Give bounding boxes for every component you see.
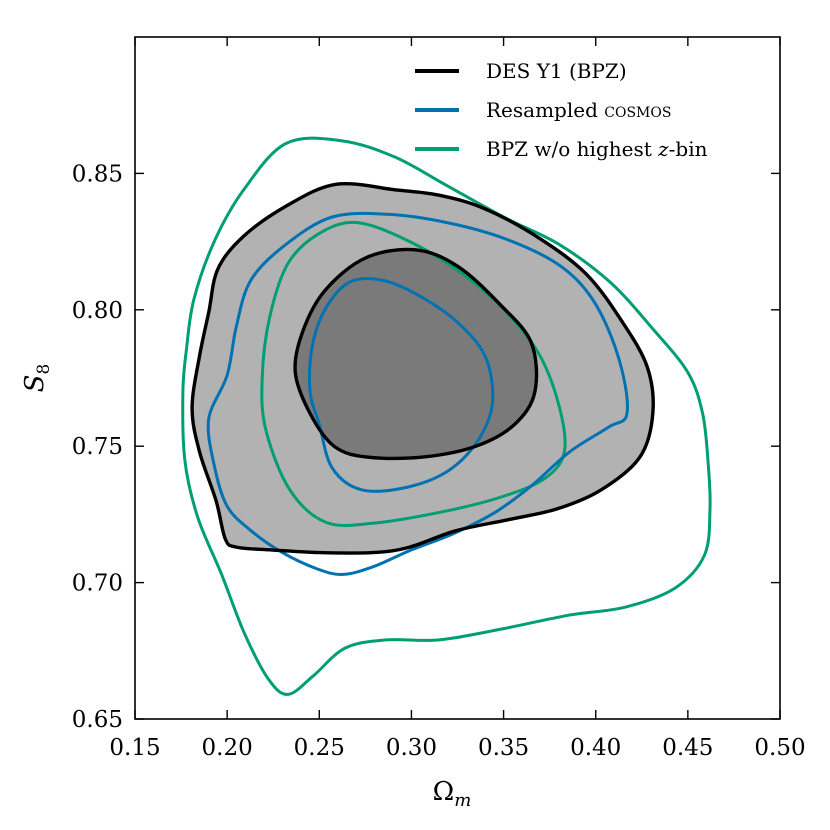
des-outer-contour bbox=[190, 181, 655, 555]
legend: DES Y1 (BPZ) Resampled cosmos BPZ w/o hi… bbox=[415, 59, 708, 161]
legend-label-cosmos-prefix: Resampled bbox=[486, 98, 604, 122]
x-tick-label: 0.25 bbox=[294, 735, 345, 761]
des-inner-contour bbox=[293, 247, 539, 461]
y-tick-label: 0.80 bbox=[72, 298, 123, 324]
axis-ticks: 0.15 0.20 0.25 0.30 0.35 0.40 0.45 0.50 0.65 0.70… bbox=[72, 37, 806, 761]
y-axis-label: S8 bbox=[20, 364, 54, 393]
svg-text:Ωm: Ωm bbox=[433, 777, 472, 811]
cosmos-outer-contour bbox=[206, 211, 629, 576]
x-tick-label: 0.15 bbox=[109, 735, 160, 761]
x-tick-label: 0.35 bbox=[478, 735, 529, 761]
legend-label-cosmos: Resampled cosmos bbox=[486, 98, 671, 122]
plot-frame bbox=[134, 36, 781, 720]
legend-label-bpz-italic: z bbox=[657, 137, 669, 161]
x-axis-label-sub: m bbox=[454, 790, 471, 811]
x-tick-label: 0.20 bbox=[202, 735, 253, 761]
x-tick-label: 0.30 bbox=[386, 735, 437, 761]
plot-area bbox=[181, 136, 712, 696]
x-axis-label-main: Ω bbox=[433, 777, 455, 807]
y-axis-label-sub: 8 bbox=[34, 364, 54, 375]
y-tick-label: 0.70 bbox=[72, 571, 123, 597]
legend-label-cosmos-sc: cosmos bbox=[604, 98, 671, 122]
cosmos-inner-contour bbox=[307, 277, 495, 493]
y-tick-label: 0.65 bbox=[72, 707, 123, 733]
des-inner-contour-fill bbox=[295, 249, 537, 459]
x-axis-label: Ωm bbox=[433, 777, 472, 811]
x-tick-label: 0.50 bbox=[754, 735, 805, 761]
legend-label-des: DES Y1 (BPZ) bbox=[486, 59, 627, 83]
svg-text:S8: S8 bbox=[20, 364, 54, 393]
x-tick-label: 0.40 bbox=[570, 735, 621, 761]
y-tick-label: 0.75 bbox=[72, 434, 123, 460]
y-tick-label: 0.85 bbox=[72, 161, 123, 187]
x-tick-label: 0.45 bbox=[662, 735, 713, 761]
legend-label-bpz-prefix: BPZ w/o highest bbox=[486, 137, 658, 161]
legend-label-bpz: BPZ w/o highest z-bin bbox=[486, 137, 708, 161]
bpz-inner-contour bbox=[260, 220, 567, 527]
y-axis-label-main: S bbox=[20, 375, 50, 393]
legend-label-bpz-suffix: -bin bbox=[669, 137, 708, 161]
bpz-outer-contour bbox=[181, 136, 712, 696]
